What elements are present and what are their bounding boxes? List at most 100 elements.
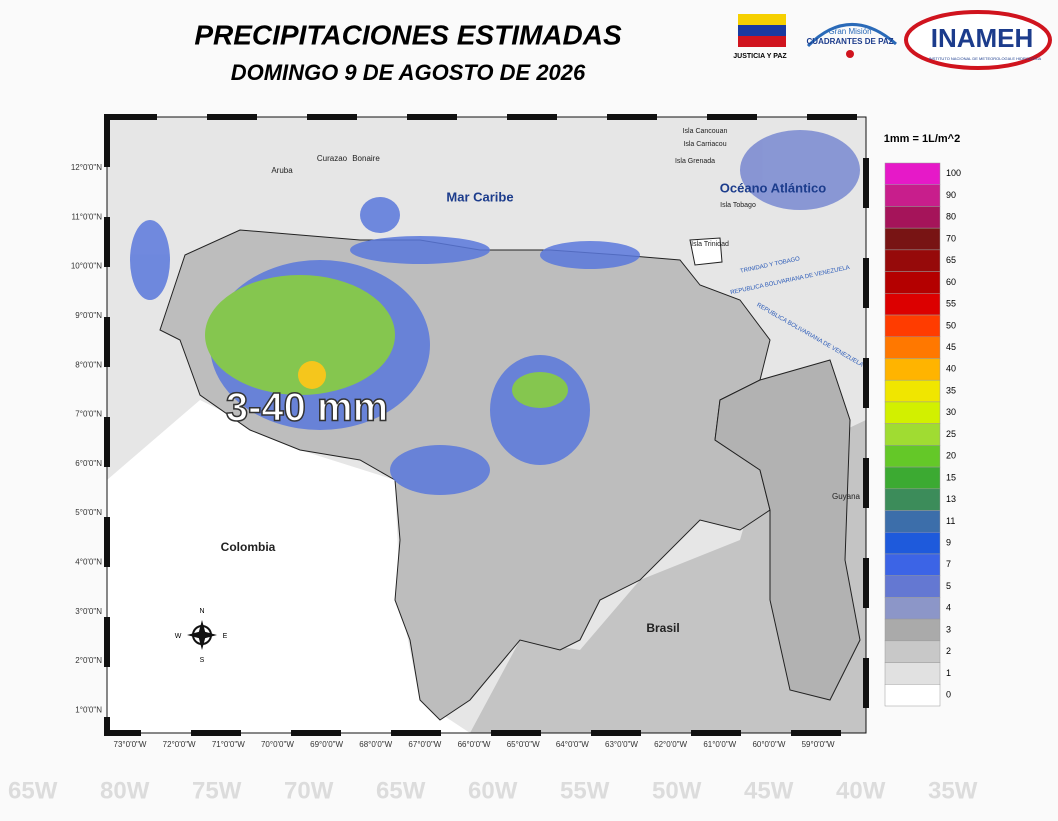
lat-tick-label: 11°0'0"N <box>71 212 102 221</box>
place-label: Curazao <box>317 154 348 163</box>
lon-tick-label: 60°0'0"W <box>752 740 785 749</box>
legend-swatch <box>884 597 941 620</box>
logo-text: Gran Misión <box>828 27 871 36</box>
legend-swatch <box>884 488 941 511</box>
background-label: 40W <box>836 777 886 804</box>
legend-swatch <box>884 227 941 251</box>
legend-swatch <box>884 531 941 555</box>
subtitle: DOMINGO 9 DE AGOSTO DE 2026 <box>231 60 586 85</box>
legend-swatch <box>884 466 941 490</box>
legend-swatch <box>884 684 941 707</box>
legend-swatch <box>884 445 941 468</box>
background-label: 65W <box>8 777 58 804</box>
legend-label: 65 <box>946 255 956 265</box>
logo-text: CUADRANTES DE PAZ <box>807 37 894 46</box>
lat-tick-label: 3°0'0"N <box>75 607 102 616</box>
legend-swatch <box>884 423 941 446</box>
place-label: Guyana <box>832 492 861 501</box>
legend-label: 45 <box>946 342 956 352</box>
place-label: Isla Trinidad <box>691 241 729 248</box>
lat-tick-label: 2°0'0"N <box>75 656 102 665</box>
legend-label: 11 <box>946 516 955 526</box>
place-label: Colombia <box>221 540 276 554</box>
background-label: 65W <box>376 777 426 804</box>
background-label: 55W <box>560 777 610 804</box>
legend-label: 60 <box>946 277 956 287</box>
legend-label: 5 <box>946 581 951 591</box>
legend-swatch <box>884 293 941 316</box>
legend-swatch <box>884 162 941 185</box>
compass-label: N <box>199 608 204 615</box>
legend-swatch <box>884 553 941 576</box>
place-label: Isla Cancouan <box>683 128 728 135</box>
lon-tick-label: 67°0'0"W <box>408 740 441 749</box>
place-label: Aruba <box>271 166 293 175</box>
place-label: Brasil <box>646 621 679 635</box>
legend-swatch <box>884 662 941 685</box>
compass-label: S <box>200 657 205 664</box>
legend-swatch <box>884 640 941 663</box>
lat-tick-label: 7°0'0"N <box>75 410 102 419</box>
lon-tick-label: 70°0'0"W <box>261 740 294 749</box>
background-label: 45W <box>744 777 794 804</box>
background-label: 60W <box>468 777 518 804</box>
title: PRECIPITACIONES ESTIMADAS <box>194 19 622 50</box>
legend-label: 0 <box>946 690 951 700</box>
legend-title: 1mm = 1L/m^2 <box>884 133 960 145</box>
lat-tick-label: 5°0'0"N <box>75 508 102 517</box>
annotation: 3-40 mm <box>226 386 388 430</box>
legend-label: 1 <box>946 668 951 678</box>
legend-label: 30 <box>946 407 956 417</box>
lon-tick-label: 64°0'0"W <box>556 740 589 749</box>
background-label: 75W <box>192 777 242 804</box>
lon-tick-label: 71°0'0"W <box>212 740 245 749</box>
lon-tick-label: 72°0'0"W <box>163 740 196 749</box>
lat-tick-label: 8°0'0"N <box>75 360 102 369</box>
legend-label: 15 <box>946 472 956 482</box>
lon-tick-label: 66°0'0"W <box>458 740 491 749</box>
legend-swatch <box>884 379 941 403</box>
place-label: Isla Tobago <box>720 202 756 209</box>
logo-text: INSTITUTO NACIONAL DE METEOROLOGIA E HID… <box>929 56 1042 61</box>
place-label: Bonaire <box>352 154 380 163</box>
lon-tick-label: 73°0'0"W <box>114 740 147 749</box>
legend-swatch <box>884 401 941 424</box>
legend-label: 3 <box>946 624 951 634</box>
legend-label: 13 <box>946 494 956 504</box>
place-label: Isla Grenada <box>675 158 715 165</box>
legend-swatch <box>884 336 941 359</box>
logo-text: INAMEH <box>931 23 1034 53</box>
place-label: Mar Caribe <box>446 189 513 204</box>
lon-tick-label: 69°0'0"W <box>310 740 343 749</box>
legend-label: 20 <box>946 451 956 461</box>
lat-tick-label: 6°0'0"N <box>75 459 102 468</box>
legend-label: 55 <box>946 299 956 309</box>
logo-cuadrantes: Gran Misión CUADRANTES DE PAZ <box>807 23 897 58</box>
legend-swatch <box>884 249 941 272</box>
compass-label: E <box>223 633 228 640</box>
legend-label: 40 <box>946 364 956 374</box>
legend-label: 80 <box>946 212 956 222</box>
legend-label: 4 <box>946 603 951 613</box>
map <box>107 117 866 733</box>
legend-label: 100 <box>946 168 961 178</box>
legend-swatch <box>884 206 941 229</box>
background-label: 80W <box>100 777 150 804</box>
legend-swatch <box>884 184 941 207</box>
legend-label: 50 <box>946 320 956 330</box>
legend-swatch <box>884 575 941 598</box>
lon-tick-label: 68°0'0"W <box>359 740 392 749</box>
legend-label: 7 <box>946 559 951 569</box>
lon-tick-label: 61°0'0"W <box>703 740 736 749</box>
compass-label: W <box>175 633 182 640</box>
legend-label: 2 <box>946 646 951 656</box>
map-frame <box>106 116 867 734</box>
legend-swatch <box>884 358 941 381</box>
lon-tick-label: 63°0'0"W <box>605 740 638 749</box>
legend-swatch <box>884 314 941 338</box>
lat-tick-label: 10°0'0"N <box>71 262 102 271</box>
legend-swatch <box>884 271 941 294</box>
compass: N S E W <box>175 608 228 664</box>
legend-label: 9 <box>946 537 951 547</box>
